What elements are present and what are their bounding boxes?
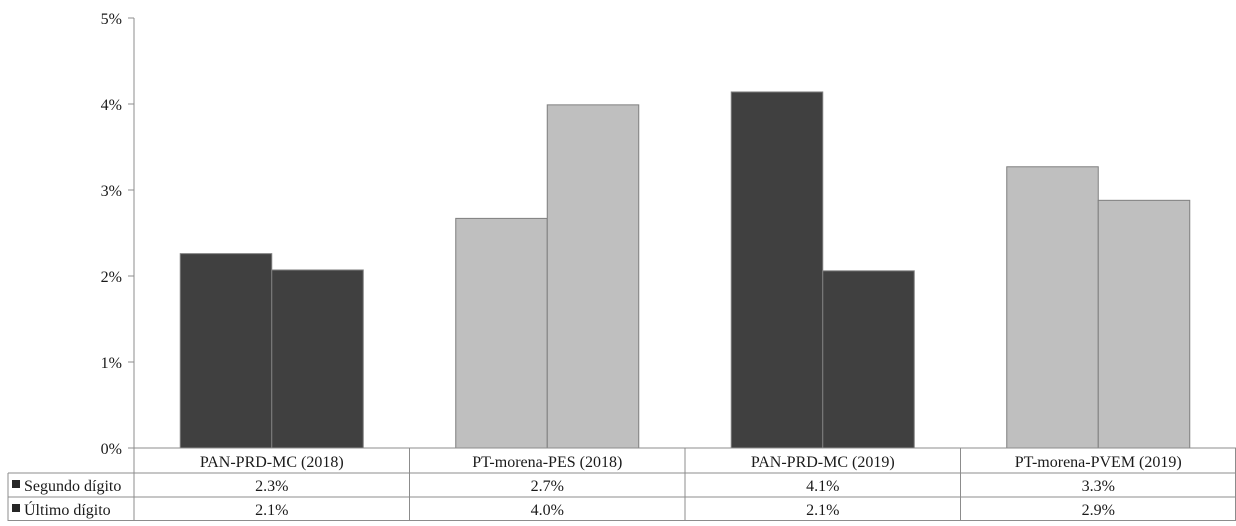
bar-ultimo-1 bbox=[546, 104, 640, 449]
y-tick-label: 1% bbox=[101, 355, 122, 372]
legend-marker-0 bbox=[12, 480, 20, 488]
data-table: PAN-PRD-MC (2018) PT-morena-PES (2018) PAN… bbox=[7, 447, 1236, 521]
category-label: PAN-PRD-MC (2019) bbox=[751, 454, 895, 471]
legend-label: Último dígito bbox=[24, 500, 111, 519]
y-tick-label: 0% bbox=[101, 441, 122, 458]
legend-label: Segundo dígito bbox=[24, 478, 121, 495]
category-label: PT-morena-PES (2018) bbox=[472, 454, 622, 471]
bar-segundo-0 bbox=[179, 253, 273, 449]
y-tick-label: 5% bbox=[101, 11, 122, 28]
bar-ultimo-3 bbox=[1097, 199, 1191, 449]
y-tick-label: 4% bbox=[101, 97, 122, 114]
data-label: 4.1% bbox=[806, 478, 839, 495]
bar-segundo-1 bbox=[455, 217, 548, 449]
data-label: 2.1% bbox=[806, 502, 839, 519]
data-label: 3.3% bbox=[1082, 478, 1115, 495]
category-label: PT-morena-PVEM (2019) bbox=[1015, 454, 1182, 471]
data-label: 2.7% bbox=[531, 478, 564, 495]
data-label: 4.0% bbox=[531, 502, 564, 519]
bar-segundo-2 bbox=[730, 91, 824, 449]
bar-segundo-3 bbox=[1006, 166, 1099, 449]
bars-group bbox=[179, 91, 1191, 449]
data-label: 2.1% bbox=[255, 502, 288, 519]
bar-ultimo-2 bbox=[822, 270, 915, 449]
data-label: 2.3% bbox=[255, 478, 288, 495]
data-label: 2.9% bbox=[1082, 502, 1115, 519]
bar-ultimo-0 bbox=[271, 269, 364, 449]
y-tick-label: 3% bbox=[101, 183, 122, 200]
axes-group: 0% 1% 2% 3% 4% 5% bbox=[101, 11, 135, 458]
legend-marker-1 bbox=[12, 504, 20, 512]
y-tick-label: 2% bbox=[101, 269, 122, 286]
category-label: PAN-PRD-MC (2018) bbox=[200, 454, 344, 471]
